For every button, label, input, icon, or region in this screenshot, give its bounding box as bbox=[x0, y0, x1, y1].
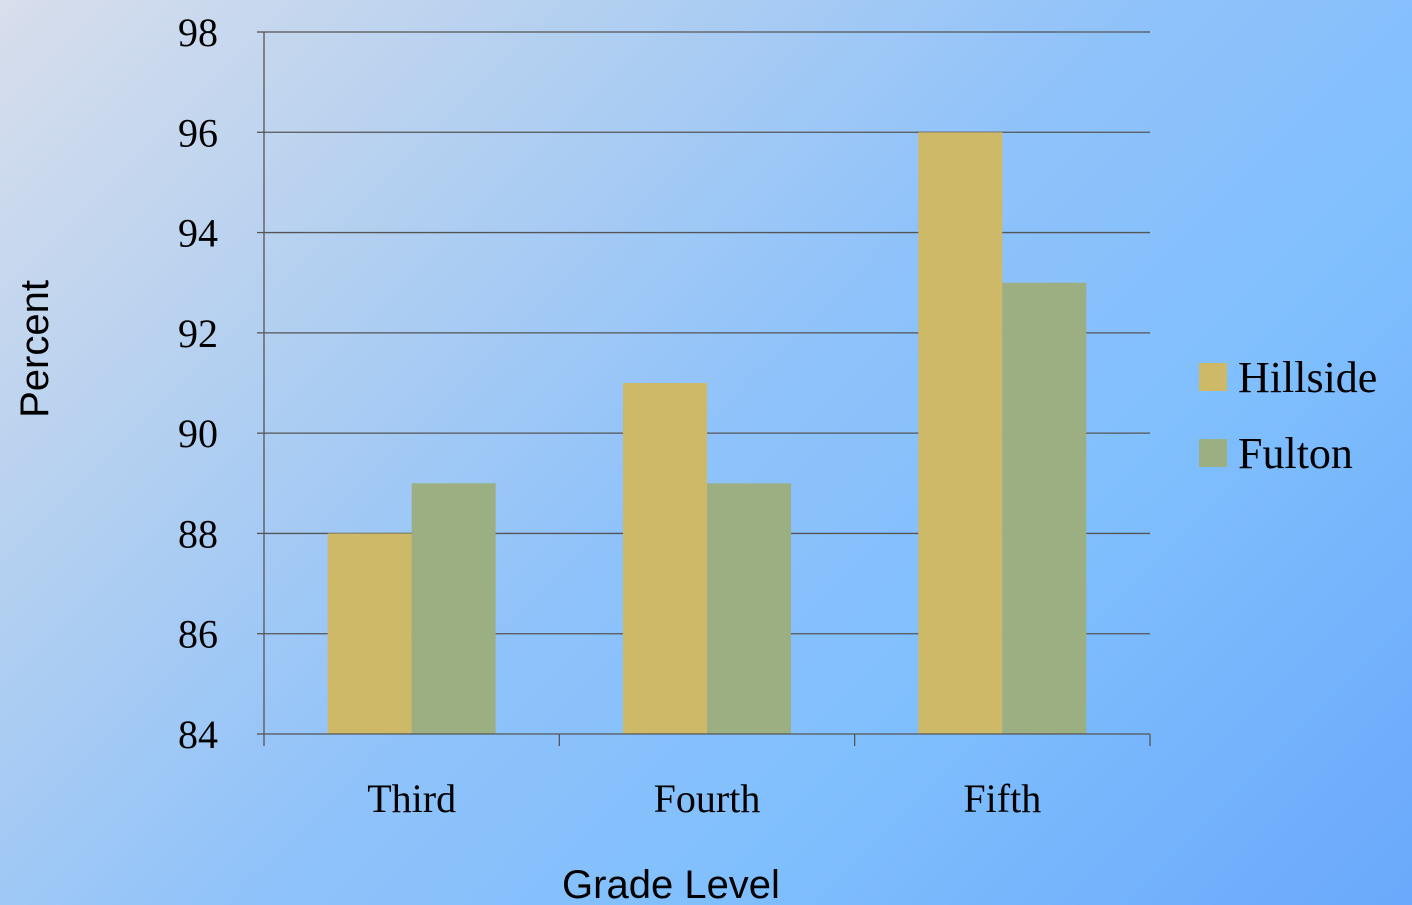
legend: Hillside Fulton bbox=[1199, 353, 1377, 478]
y-tick-label: 90 bbox=[178, 411, 218, 456]
bar-hillside-fifth bbox=[918, 132, 1003, 735]
axes bbox=[257, 31, 1151, 746]
y-tick-label: 88 bbox=[178, 511, 218, 556]
y-tick-label: 86 bbox=[178, 612, 218, 657]
y-tick-label: 94 bbox=[178, 211, 218, 256]
bar-fulton-third bbox=[411, 483, 496, 734]
y-tick-label: 98 bbox=[178, 10, 218, 55]
legend-swatch-fulton bbox=[1199, 439, 1227, 467]
bar-fulton-fourth bbox=[707, 483, 791, 734]
legend-label-fulton: Fulton bbox=[1238, 429, 1353, 478]
legend-label-hillside: Hillside bbox=[1238, 353, 1377, 402]
y-axis-title: Percent bbox=[13, 280, 57, 418]
x-tick-label: Fifth bbox=[963, 776, 1041, 821]
y-tick-label: 84 bbox=[178, 712, 218, 757]
x-axis-title: Grade Level bbox=[562, 863, 780, 905]
legend-swatch-hillside bbox=[1199, 363, 1227, 391]
bar-fulton-fifth bbox=[1002, 282, 1087, 734]
y-tick-label: 96 bbox=[178, 110, 218, 155]
bar-hillside-third bbox=[327, 533, 412, 734]
bars bbox=[327, 132, 1087, 735]
tick-labels: 84 86 88 90 92 94 96 98 Third Fourth Fifth bbox=[178, 10, 1041, 821]
x-tick-label: Fourth bbox=[654, 776, 761, 821]
bar-hillside-fourth bbox=[623, 383, 707, 734]
x-tick-label: Third bbox=[367, 776, 456, 821]
y-tick-label: 92 bbox=[178, 311, 218, 356]
